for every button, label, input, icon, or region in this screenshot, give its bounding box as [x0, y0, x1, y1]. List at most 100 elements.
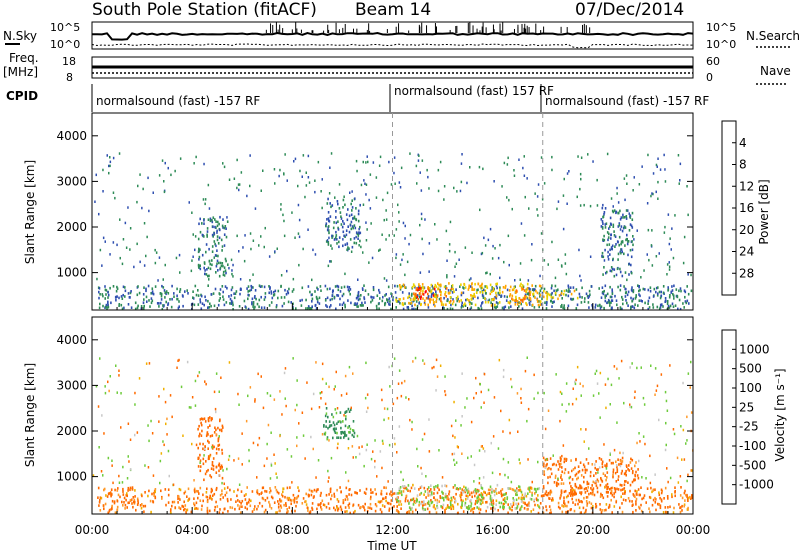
range-gate-cell [478, 497, 480, 500]
range-gate-cell [517, 430, 519, 433]
x-tick-label: 12:00 [375, 523, 410, 537]
range-gate-cell [403, 379, 406, 383]
range-gate-cell [197, 264, 200, 268]
range-gate-cell [98, 306, 101, 310]
range-gate-cell [430, 295, 433, 298]
range-gate-cell [465, 494, 468, 498]
range-gate-cell [209, 494, 211, 498]
range-gate-cell [587, 296, 590, 299]
range-gate-cell [394, 284, 396, 288]
range-gate-cell [362, 203, 365, 206]
range-gate-cell [506, 288, 509, 292]
range-gate-cell [110, 508, 113, 511]
range-gate-cell [369, 497, 372, 501]
range-gate-cell [420, 466, 422, 470]
range-gate-cell [284, 495, 286, 499]
range-gate-cell [342, 301, 345, 305]
range-gate-cell [603, 238, 606, 242]
range-gate-cell [205, 382, 207, 386]
range-gate-cell [577, 498, 580, 502]
range-gate-cell [205, 273, 208, 276]
range-gate-cell [487, 388, 490, 392]
range-gate-cell [607, 491, 609, 494]
range-gate-cell [500, 294, 503, 298]
range-gate-cell [402, 478, 404, 482]
range-gate-cell [468, 278, 471, 282]
range-gate-cell [325, 412, 328, 415]
range-gate-cell [218, 390, 220, 393]
range-gate-cell [599, 304, 601, 307]
range-gate-cell [366, 155, 368, 158]
range-gate-cell [497, 447, 500, 450]
range-gate-cell [218, 474, 220, 477]
range-gate-cell [228, 295, 230, 298]
range-gate-cell [98, 504, 100, 507]
range-gate-cell [363, 296, 365, 299]
range-gate-cell [254, 400, 256, 403]
range-gate-cell [608, 459, 611, 462]
range-gate-cell [325, 493, 328, 497]
range-gate-cell [580, 156, 583, 159]
range-gate-cell [606, 482, 609, 486]
range-gate-cell [511, 294, 514, 298]
range-gate-cell [120, 303, 123, 307]
range-gate-cell [610, 486, 613, 490]
range-gate-cell [191, 259, 193, 262]
range-gate-cell [429, 300, 431, 303]
range-gate-cell [245, 493, 247, 496]
range-gate-cell [362, 251, 364, 254]
range-gate-cell [143, 306, 145, 310]
range-gate-cell [588, 492, 590, 496]
range-gate-cell [540, 303, 543, 306]
range-gate-cell [162, 278, 164, 281]
range-gate-cell [648, 296, 651, 300]
range-gate-cell [202, 442, 204, 446]
range-gate-cell [352, 511, 355, 514]
range-gate-cell [112, 241, 115, 244]
range-gate-cell [598, 287, 600, 290]
range-gate-cell [348, 289, 350, 293]
range-gate-cell [205, 495, 208, 499]
range-gate-cell [518, 305, 520, 308]
range-gate-cell [431, 492, 433, 496]
range-gate-cell [622, 451, 624, 455]
range-gate-cell [102, 236, 105, 240]
range-gate-cell [589, 470, 592, 474]
range-gate-cell [426, 488, 429, 491]
range-gate-cell [656, 294, 659, 297]
range-gate-cell [203, 235, 205, 238]
range-gate-cell [400, 490, 403, 493]
range-gate-cell [642, 396, 645, 400]
range-gate-cell [500, 501, 503, 505]
range-gate-cell [366, 443, 368, 446]
range-gate-cell [574, 382, 577, 386]
range-gate-cell [453, 400, 455, 404]
range-gate-cell [286, 290, 289, 293]
range-gate-cell [668, 265, 671, 268]
range-gate-cell [279, 390, 281, 393]
range-gate-cell [495, 503, 497, 506]
range-gate-cell [547, 481, 549, 485]
range-gate-cell [413, 284, 416, 288]
range-gate-cell [655, 389, 658, 392]
y-tick-label: 3000 [56, 174, 87, 188]
range-gate-cell [627, 290, 630, 294]
range-gate-cell [498, 358, 501, 362]
range-gate-cell [549, 508, 552, 512]
range-gate-cell [223, 266, 226, 269]
range-gate-cell [329, 215, 332, 218]
range-gate-cell [441, 476, 444, 479]
range-gate-cell [340, 286, 343, 289]
range-gate-cell [344, 305, 346, 309]
range-gate-cell [640, 366, 642, 369]
x-tick-label: 00:00 [676, 523, 711, 537]
range-gate-cell [592, 505, 594, 508]
range-gate-cell [518, 489, 520, 492]
range-gate-cell [516, 506, 518, 510]
range-gate-cell [454, 265, 456, 268]
range-gate-cell [169, 510, 172, 513]
range-gate-cell [287, 510, 289, 513]
range-gate-cell [480, 484, 482, 487]
range-gate-cell [277, 500, 279, 503]
